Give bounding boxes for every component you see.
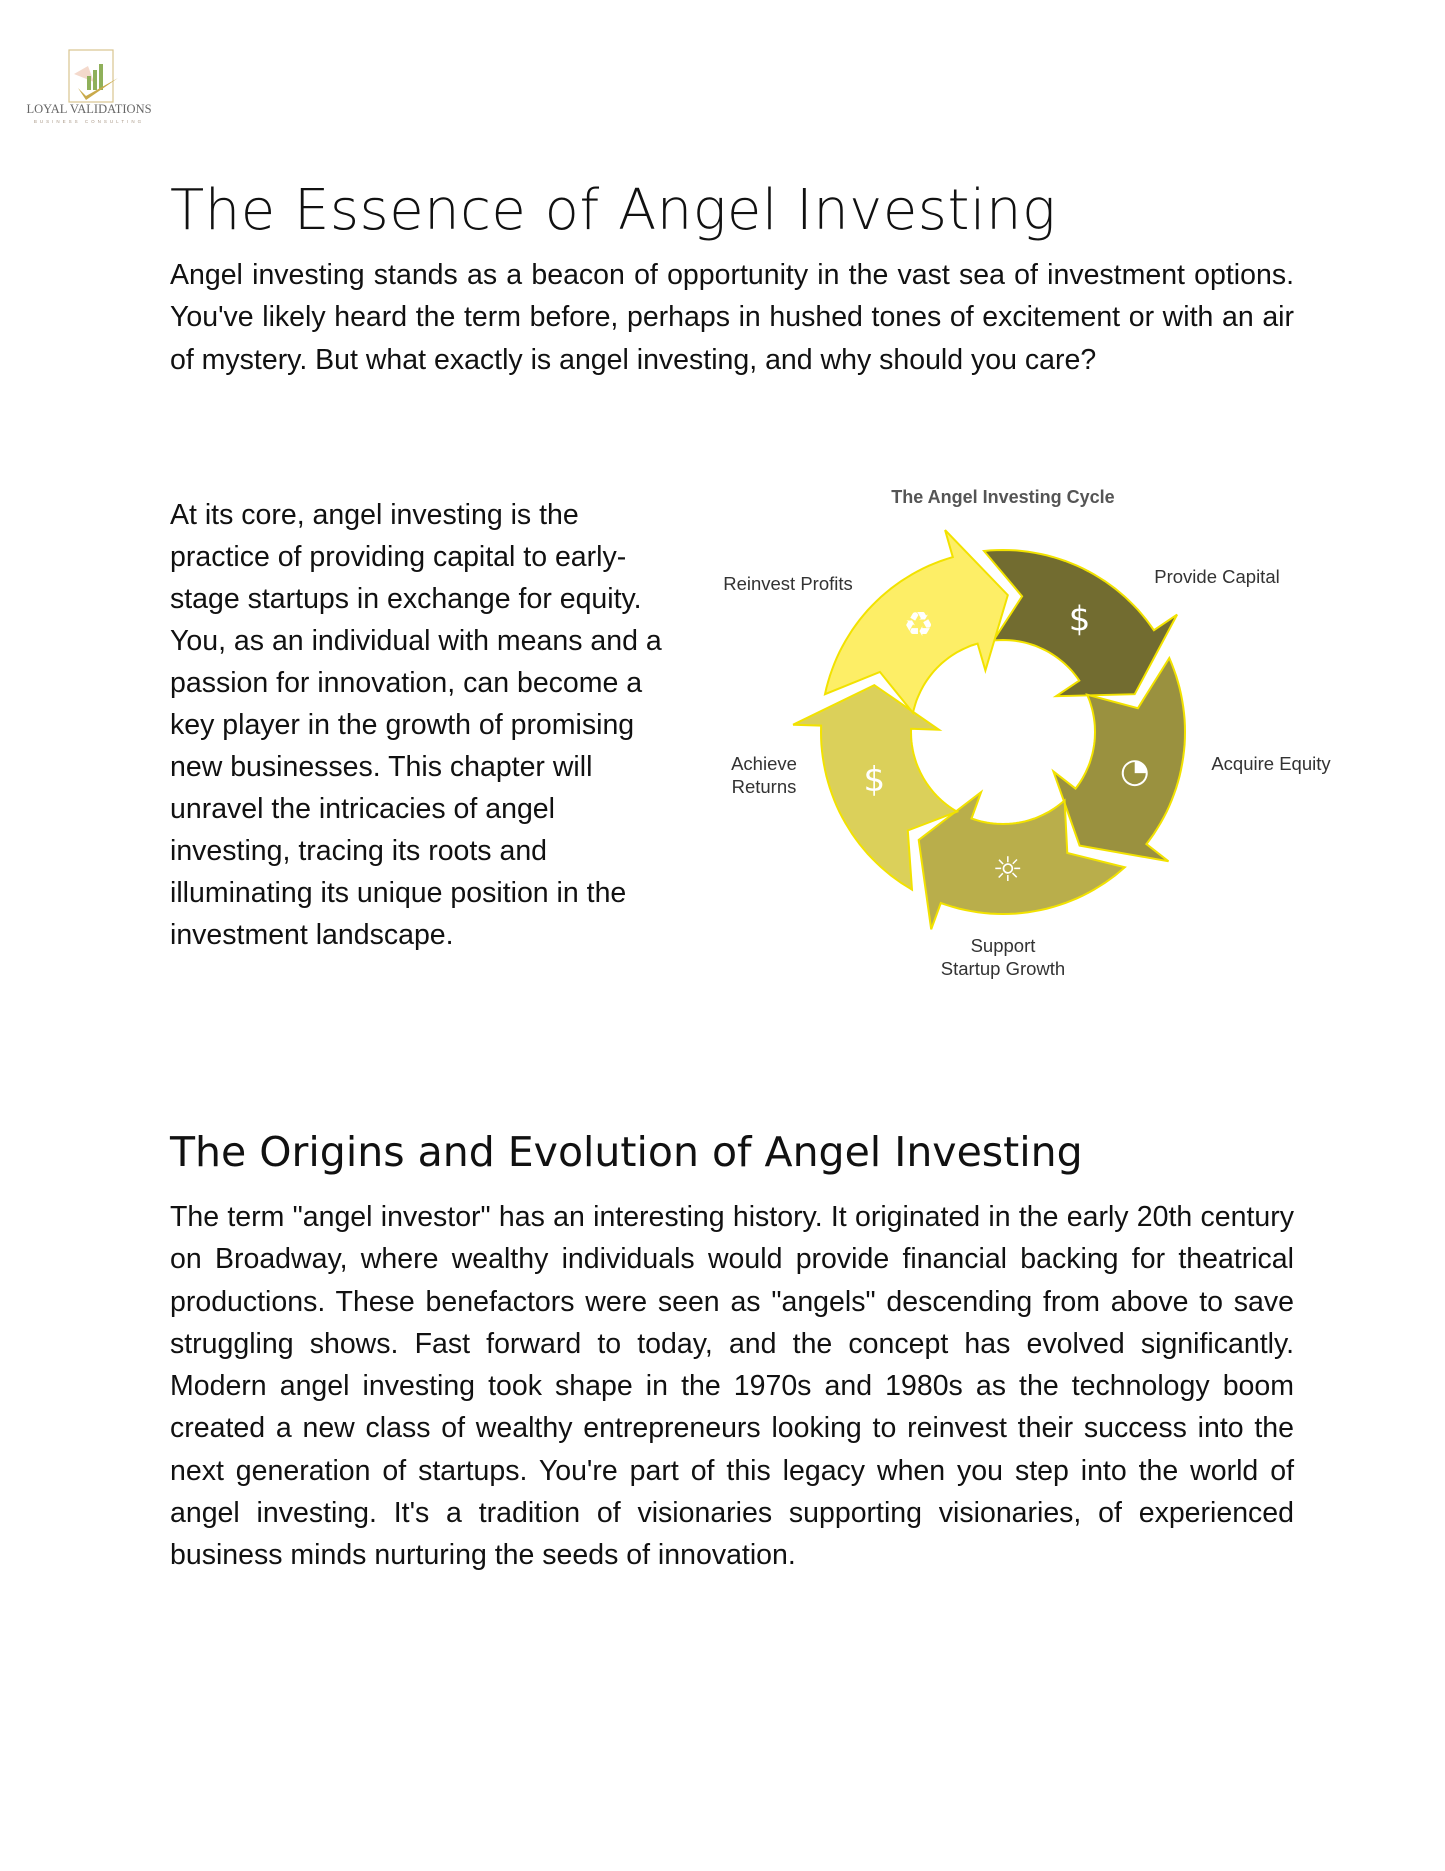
origins-paragraph: The term "angel investor" has an interes… [170,1201,1294,1572]
person-pie-chart-icon: ◔ [1120,751,1150,791]
intro-paragraph: Angel investing stands as a beacon of op… [170,259,1294,376]
cycle-label: Achieve Returns [731,753,797,797]
cycle-segment-acquire-equity [1051,655,1187,863]
angel-investing-cycle-diagram: The Angel Investing Cycle $ ◔ ☼ $ ♻ Provide … [723,487,1331,979]
cycle-segment-reinvest-profits [823,529,1009,716]
cycle-label: Support Startup Growth [941,935,1065,979]
recycle-leaf-icon: ♻ [903,605,933,645]
diagram-title: The Angel Investing Cycle [891,487,1114,507]
cycle-segment-support-startup-growth [917,789,1127,930]
core-paragraph: At its core, angel investing is the prac… [170,499,662,951]
cycle-label: Acquire Equity [1211,753,1331,774]
section-title-origins: The Origins and Evolution of Angel Inves… [170,1128,1083,1176]
company-logo: LOYAL VALIDATIONS BUSINESS CONSULTING [26,49,152,124]
dollar-icon: $ [863,760,885,800]
cycle-label: Reinvest Profits [723,573,853,594]
cycle-segment-provide-capital [982,548,1178,698]
logo-name: LOYAL VALIDATIONS [26,102,151,116]
section-title-essence: The Essence of Angel Investing [170,178,1057,243]
logo-tagline: BUSINESS CONSULTING [34,119,144,124]
money-bag-hand-icon: $ [1069,599,1091,639]
cycle-segment-achieve-returns [792,683,960,892]
cycle-label: Provide Capital [1154,566,1279,587]
sun-sprout-icon: ☼ [993,850,1023,890]
